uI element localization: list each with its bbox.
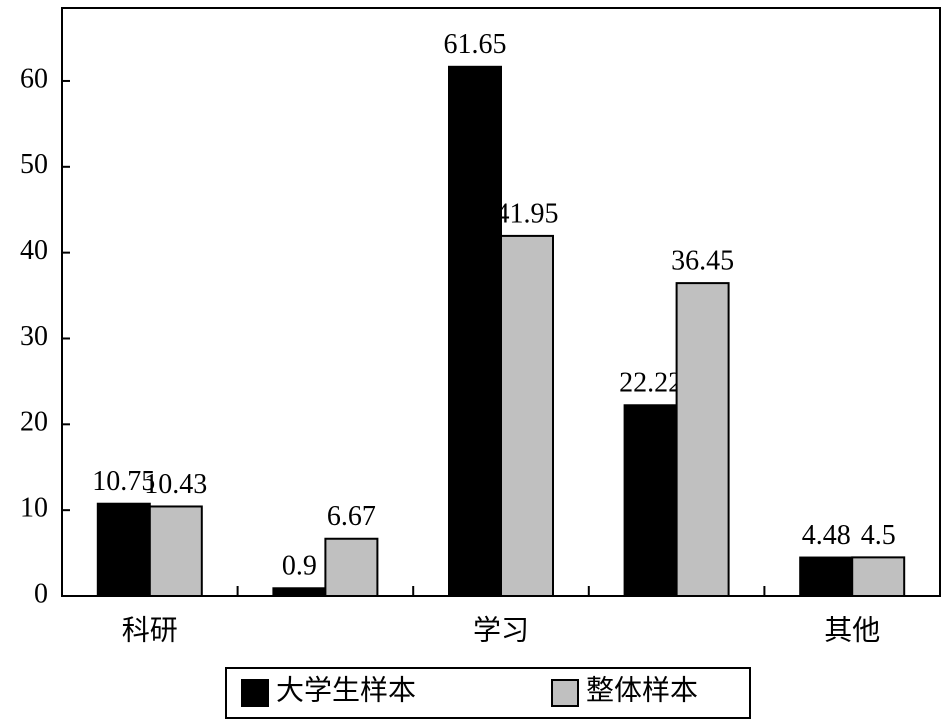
bar xyxy=(448,65,502,598)
y-tick-label: 0 xyxy=(34,578,48,609)
legend-label: 大学生样本 xyxy=(276,674,416,706)
value-label: 0.9 xyxy=(282,551,317,582)
bar xyxy=(324,537,379,598)
value-label: 36.45 xyxy=(671,246,734,277)
legend-box xyxy=(225,667,751,719)
x-tick-label: 学习 xyxy=(473,614,529,646)
legend-swatch xyxy=(241,679,269,707)
y-tick-label: 50 xyxy=(20,149,48,180)
bar xyxy=(96,502,151,597)
value-label: 41.95 xyxy=(496,198,559,229)
value-label: 61.65 xyxy=(444,29,507,60)
bar xyxy=(623,404,678,598)
y-tick-label: 30 xyxy=(20,321,48,352)
legend-swatch xyxy=(551,679,579,707)
bar xyxy=(272,587,327,598)
bar xyxy=(675,282,730,597)
value-label: 6.67 xyxy=(327,501,376,532)
value-label: 4.48 xyxy=(802,520,851,551)
x-tick-label: 科研 xyxy=(122,614,178,646)
bar xyxy=(851,556,906,597)
x-tick-label: 其他 xyxy=(824,614,880,646)
y-tick-label: 10 xyxy=(20,493,48,524)
bar xyxy=(148,505,203,597)
value-label: 10.43 xyxy=(144,469,207,500)
value-label: 10.75 xyxy=(92,466,155,497)
y-tick-label: 40 xyxy=(20,235,48,266)
value-label: 22.22 xyxy=(619,368,682,399)
legend-label: 整体样本 xyxy=(586,674,698,706)
bar xyxy=(500,234,554,597)
y-tick-label: 60 xyxy=(20,63,48,94)
bar xyxy=(799,556,854,598)
value-label: 4.5 xyxy=(861,520,896,551)
y-tick-label: 20 xyxy=(20,407,48,438)
